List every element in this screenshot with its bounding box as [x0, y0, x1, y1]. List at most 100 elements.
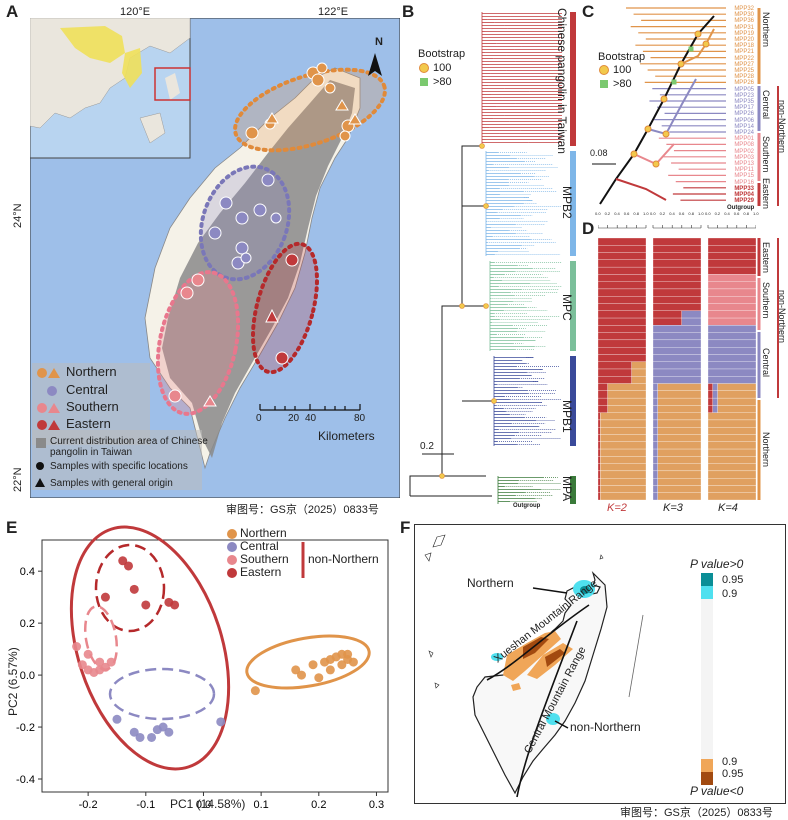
structure-bar-segment [707, 252, 756, 260]
structure-bar-segment [652, 376, 702, 384]
tree-c-tip-label: MPP23 [734, 92, 754, 99]
label-non-northern-f: non-Northern [570, 720, 641, 734]
structure-bar-segment [707, 383, 713, 391]
tree-c-bootstrap-node [677, 60, 685, 68]
structure-bar-segment [707, 456, 756, 464]
structure-bar-segment [652, 325, 702, 333]
structure-bar-segment [707, 434, 756, 442]
legend-eastern-circle [37, 420, 47, 430]
tree-c-tip-label: MPP16 [734, 179, 754, 186]
tree-c-bootstrap-node [662, 130, 670, 138]
structure-bar-segment [600, 492, 647, 500]
pca-point-central [147, 732, 157, 742]
structure-bar-segment [707, 470, 756, 479]
tree-c-tip-label: MPP04 [734, 192, 754, 199]
structure-bar-segment [600, 419, 647, 428]
structure-bar-segment [607, 383, 647, 391]
panel-c-tip-labels: MPP32 MPP30 MPP36 MPP31 MPP19 MPP20 MPP18 MPP21… [727, 6, 754, 205]
tree-c-tip-label: MPP15 [734, 173, 754, 180]
central-range-line [516, 620, 578, 798]
clade-label-mpa: MPA [560, 476, 574, 502]
structure-bar-segment [600, 463, 647, 472]
panel-d-group-central: Central [761, 348, 771, 378]
pca-point-northern [337, 660, 347, 670]
structure-bar-segment [657, 427, 702, 435]
pca-ylabel: PC2 (6.57%) [6, 647, 20, 716]
northern-pointer [532, 587, 568, 594]
pca-point-northern [325, 665, 335, 675]
tree-b-bootstrap-node [439, 473, 445, 479]
panel-label-a: A [6, 2, 19, 21]
tree-b-bootstrap-node [479, 143, 485, 149]
lat-tick-22: 22°N [12, 467, 24, 492]
structure-bar-segment [652, 317, 682, 326]
structure-bar-segment [600, 427, 647, 435]
pca-point-eastern [170, 600, 180, 610]
structure-bar-segment [657, 405, 702, 413]
structure-bar-segment [707, 310, 756, 319]
eastern-cluster [251, 241, 319, 375]
structure-bar-segment [707, 427, 756, 435]
panel-label-b: B [402, 2, 415, 21]
pca-point-southern [106, 657, 116, 667]
structure-bar-segment [598, 310, 647, 319]
structure-bar-segment [657, 448, 702, 457]
tree-c-bootstrap-node [652, 160, 660, 168]
label-northern-f: Northern [467, 576, 514, 590]
panel-d-axis-tick: 0.2 [604, 211, 611, 216]
tree-c-branches [599, 7, 726, 205]
panel-d-tick-labels: 0.0 0.2 0.4 0.6 0.8 1.0 0.0 0.2 0.4 0.6 0.8 1.0 0.0 0… [595, 211, 759, 221]
panel-c-group-bars [757, 8, 779, 206]
pca-point-northern [348, 657, 358, 667]
pca-point-southern [72, 642, 82, 652]
panel-b-outgroup: Outgroup [513, 503, 541, 509]
structure-bar-segment [717, 383, 756, 391]
pca-xlabel: PC1 (14.58%) [170, 797, 246, 811]
structure-bar-segment [707, 245, 756, 253]
structure-bar-segment [707, 266, 756, 275]
pca-y-tick-label: -0.4 [16, 774, 35, 786]
structure-bar-segment [598, 405, 608, 413]
pca-legend-central: Central [240, 539, 279, 553]
legend-central-circle [47, 386, 57, 396]
southern-cluster [155, 270, 241, 416]
tree-c-tip-label: MPP33 [734, 185, 754, 192]
structure-bar-segment [598, 427, 601, 435]
tree-b-clade-bar-4 [570, 476, 576, 504]
legend-northern-triangle [48, 368, 60, 378]
structure-bar-segment [707, 274, 756, 282]
legend-tick-095-bottom: 0.95 [722, 768, 744, 780]
panel-d-axis-tick: 0.2 [714, 211, 721, 216]
tree-c-tip-label: MPP18 [734, 43, 754, 50]
structure-bar-segment [652, 434, 658, 442]
structure-bar-segment [652, 347, 702, 355]
panel-d-k4: K=4 [718, 502, 738, 514]
panel-d-non-northern: non-Northern [777, 290, 787, 344]
pca-legend-markers [227, 529, 305, 578]
structure-bar-segment [600, 434, 647, 442]
pca-point-eastern [124, 561, 133, 571]
structure-bar-segment [652, 368, 702, 377]
clade-label-mpc: MPC [560, 294, 574, 321]
legend-distribution-label: Current distribution area of Chinese pan… [50, 436, 208, 458]
tree-c-bootstrap-square [688, 46, 694, 52]
structure-bar-segment [657, 441, 702, 450]
structure-bar-segment [652, 441, 658, 450]
tree-c-tip-label: MPP32 [734, 6, 754, 12]
structure-bar-segment [600, 412, 647, 421]
panel-d-axis-tick: 0.0 [650, 211, 656, 216]
structure-bar-segment [657, 383, 702, 391]
pca-point-central [112, 714, 122, 724]
structure-bar-segment [652, 397, 658, 406]
structure-bar-segment [652, 485, 658, 493]
structure-bar-segment [717, 390, 756, 399]
pca-y-tick-label: 0.2 [20, 618, 35, 630]
tree-c-tip-label: MPP01 [734, 136, 754, 143]
structure-bar-segment [631, 361, 647, 370]
pca-y-tick-label: 0.4 [20, 566, 35, 578]
structure-bar-segment [707, 419, 756, 428]
panel-d-axis-tick: 0.6 [733, 211, 740, 216]
pca-x-tick-label: 0.2 [311, 799, 326, 811]
structure-bar-segment [657, 470, 702, 479]
structure-bar-segment [657, 492, 702, 500]
